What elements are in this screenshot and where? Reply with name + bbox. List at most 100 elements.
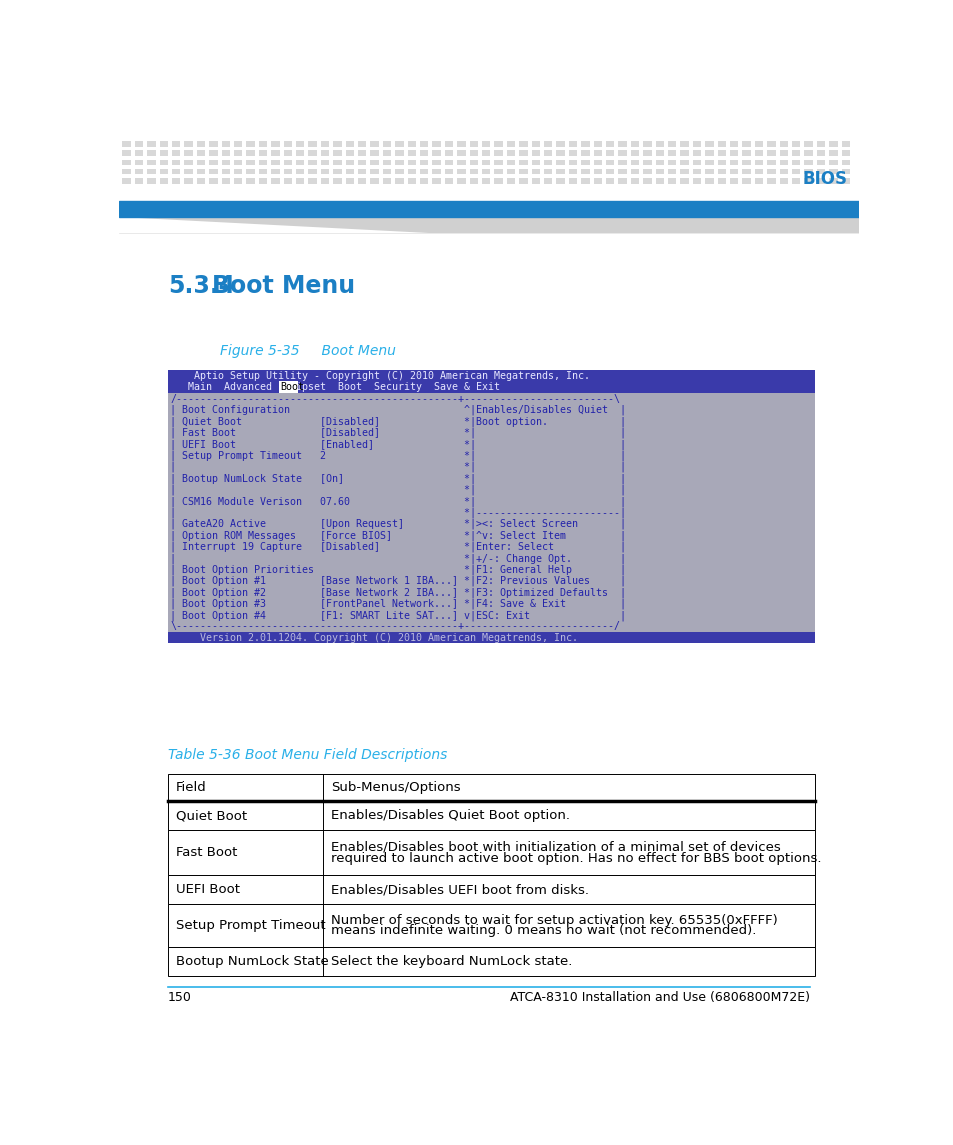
Bar — [717, 169, 725, 174]
Bar — [754, 179, 762, 183]
Bar — [605, 179, 614, 183]
Bar — [271, 160, 279, 165]
Bar — [618, 160, 626, 165]
Text: BIOS: BIOS — [802, 169, 847, 188]
Bar — [308, 150, 316, 156]
Bar — [395, 169, 403, 174]
Bar — [122, 179, 131, 183]
Bar — [333, 150, 341, 156]
Bar — [382, 169, 391, 174]
Bar — [168, 947, 815, 976]
Bar — [469, 150, 477, 156]
Bar — [816, 179, 824, 183]
Bar — [246, 169, 254, 174]
Bar — [568, 141, 577, 147]
Bar — [729, 141, 738, 147]
Bar — [456, 169, 465, 174]
Bar — [432, 179, 440, 183]
Bar — [543, 141, 552, 147]
Bar — [704, 160, 713, 165]
Bar — [308, 141, 316, 147]
Text: Aptio Setup Utility - Copyright (C) 2010 American Megatrends, Inc.: Aptio Setup Utility - Copyright (C) 2010… — [171, 371, 590, 380]
Bar — [531, 150, 539, 156]
Bar — [159, 179, 168, 183]
Bar — [209, 179, 217, 183]
Bar — [803, 150, 812, 156]
Bar — [642, 141, 651, 147]
Bar — [655, 169, 663, 174]
Text: UEFI Boot: UEFI Boot — [175, 883, 239, 897]
Bar — [308, 179, 316, 183]
Bar — [766, 150, 775, 156]
Bar — [692, 141, 700, 147]
Bar — [841, 169, 849, 174]
Bar — [741, 150, 750, 156]
Bar — [655, 179, 663, 183]
Text: Boot Menu: Boot Menu — [212, 275, 355, 299]
Bar — [667, 141, 676, 147]
Bar — [333, 179, 341, 183]
Bar — [605, 169, 614, 174]
Bar — [704, 179, 713, 183]
Bar — [556, 150, 564, 156]
Bar — [779, 179, 787, 183]
Bar — [295, 150, 304, 156]
Bar — [258, 141, 267, 147]
Bar — [754, 160, 762, 165]
Bar — [655, 150, 663, 156]
Text: Bootup NumLock State: Bootup NumLock State — [175, 955, 328, 968]
Bar — [556, 141, 564, 147]
Bar — [754, 169, 762, 174]
Bar — [679, 160, 688, 165]
Bar — [593, 141, 601, 147]
Bar — [828, 150, 837, 156]
Text: required to launch active boot option. Has no effect for BBS boot options.: required to launch active boot option. H… — [331, 852, 821, 864]
Bar — [791, 169, 800, 174]
Text: Version 2.01.1204. Copyright (C) 2010 American Megatrends, Inc.: Version 2.01.1204. Copyright (C) 2010 Am… — [171, 633, 578, 642]
Text: |                                                *|                        |: | *| | — [171, 484, 626, 495]
Bar — [828, 179, 837, 183]
Bar — [791, 179, 800, 183]
Bar — [456, 150, 465, 156]
Bar — [345, 141, 354, 147]
Bar — [308, 169, 316, 174]
Bar — [580, 160, 589, 165]
Bar — [494, 141, 502, 147]
Bar — [481, 141, 490, 147]
Text: | Boot Option #3         [FrontPanel Network...] *|F4: Save & Exit         |: | Boot Option #3 [FrontPanel Network...]… — [171, 599, 626, 609]
Bar — [283, 169, 292, 174]
Bar — [184, 169, 193, 174]
Bar — [642, 179, 651, 183]
Text: | Boot Option #1         [Base Network 1 IBA...] *|F2: Previous Values     |: | Boot Option #1 [Base Network 1 IBA...]… — [171, 576, 626, 586]
Polygon shape — [119, 218, 858, 232]
Bar — [320, 141, 329, 147]
Bar — [754, 150, 762, 156]
Bar — [258, 160, 267, 165]
Bar — [506, 150, 515, 156]
Bar — [320, 150, 329, 156]
Bar — [357, 160, 366, 165]
Text: | GateA20 Active         [Upon Request]          *|><: Select Screen       |: | GateA20 Active [Upon Request] *|><: Se… — [171, 519, 626, 529]
Text: | Interrupt 19 Capture   [Disabled]              *|Enter: Select           |: | Interrupt 19 Capture [Disabled] *|Ente… — [171, 542, 626, 552]
Bar — [159, 150, 168, 156]
Bar — [357, 141, 366, 147]
Bar — [568, 169, 577, 174]
Bar — [456, 179, 465, 183]
Text: | Boot Option #4         [F1: SMART Lite SAT...] v|ESC: Exit               |: | Boot Option #4 [F1: SMART Lite SAT...]… — [171, 610, 626, 621]
Text: | Setup Prompt Timeout   2                       *|                        |: | Setup Prompt Timeout 2 *| | — [171, 450, 626, 461]
Bar — [295, 160, 304, 165]
Bar — [469, 179, 477, 183]
Bar — [456, 160, 465, 165]
Bar — [692, 160, 700, 165]
Bar — [221, 141, 230, 147]
Bar — [518, 160, 527, 165]
Text: \-----------------------------------------------+-------------------------/: \---------------------------------------… — [171, 622, 619, 631]
Bar — [667, 179, 676, 183]
Bar — [407, 179, 416, 183]
Bar — [779, 141, 787, 147]
Text: ATCA-8310 Installation and Use (6806800M72E): ATCA-8310 Installation and Use (6806800M… — [509, 992, 809, 1004]
Bar — [258, 179, 267, 183]
Bar — [518, 179, 527, 183]
Bar — [841, 150, 849, 156]
Bar — [816, 169, 824, 174]
